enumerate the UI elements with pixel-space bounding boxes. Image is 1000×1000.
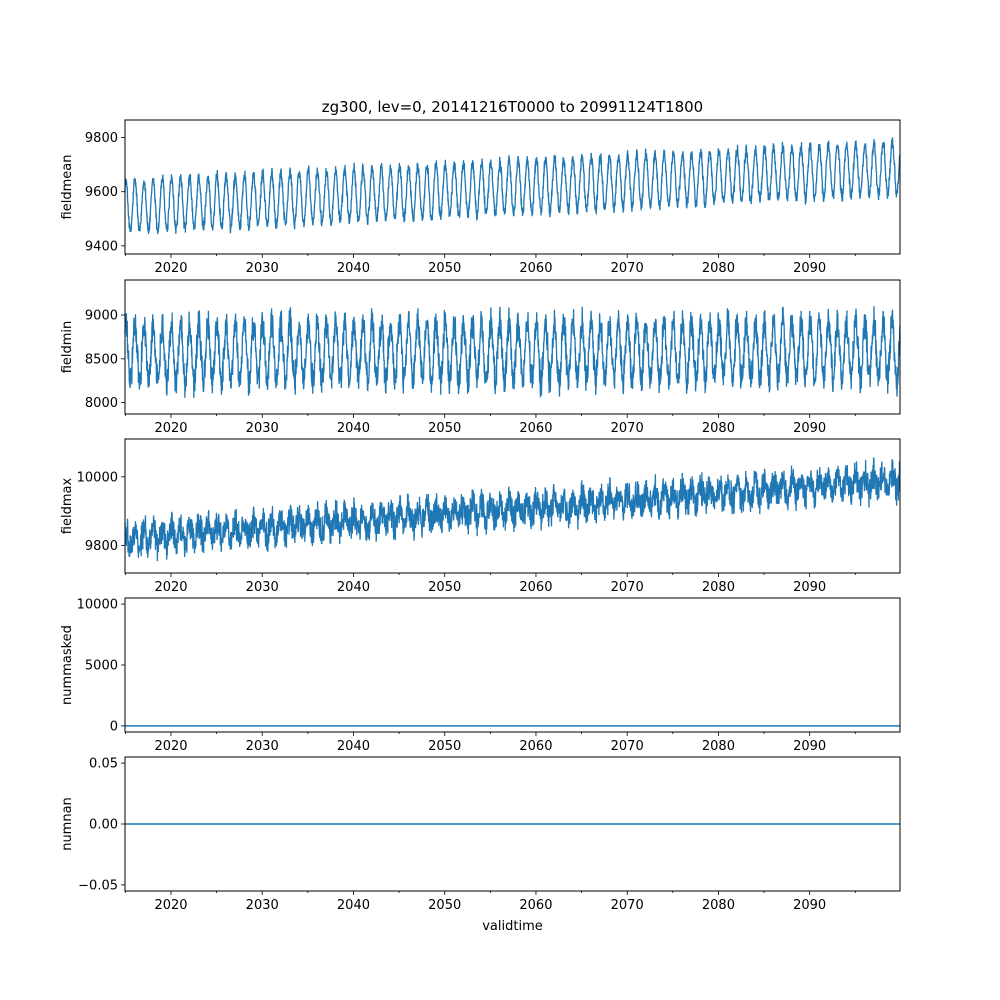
panel-fieldmax: 2020 2030 2040 2050 2060 2070 2080 2090 9800 1000… bbox=[60, 438, 901, 595]
axes-frame bbox=[124, 597, 901, 733]
x-tick-label: 2090 bbox=[793, 898, 826, 913]
x-tick-label: 2030 bbox=[246, 421, 279, 436]
x-tick-label: 2040 bbox=[337, 898, 370, 913]
series-line-fieldmin bbox=[124, 306, 901, 399]
x-tick-label: 2080 bbox=[702, 739, 735, 754]
x-tick-label: 2060 bbox=[519, 261, 552, 276]
y-tick-label: 9000 bbox=[85, 309, 118, 324]
x-tick-label: 2020 bbox=[154, 898, 187, 913]
axes-frame bbox=[124, 119, 901, 255]
x-tick-label: 2080 bbox=[702, 898, 735, 913]
y-tick-label: 9800 bbox=[85, 539, 118, 554]
y-axis-label: fieldmin bbox=[60, 321, 75, 374]
x-tick-label: 2060 bbox=[519, 421, 552, 436]
series-line-fieldmax bbox=[124, 457, 901, 562]
y-axis-label: fieldmax bbox=[60, 478, 75, 535]
panel-fieldmin: 2020 2030 2040 2050 2060 2070 2080 2090 8000 8500… bbox=[60, 279, 901, 436]
x-tick-label: 2020 bbox=[154, 421, 187, 436]
x-tick-label: 2020 bbox=[154, 261, 187, 276]
x-tick-label: 2060 bbox=[519, 898, 552, 913]
y-tick-label: −0.05 bbox=[78, 878, 118, 893]
axes-frame bbox=[124, 438, 901, 574]
x-tick-label: 2060 bbox=[519, 580, 552, 595]
x-tick-label: 2040 bbox=[337, 421, 370, 436]
y-axis-label: fieldmean bbox=[60, 155, 75, 220]
x-tick-label: 2050 bbox=[428, 739, 461, 754]
y-tick-label: 8500 bbox=[85, 352, 118, 367]
y-tick-label: 0.00 bbox=[89, 818, 118, 833]
panels: 2020 2030 2040 2050 2060 2070 2080 2090 9400 9600… bbox=[60, 119, 901, 913]
x-tick-label: 2030 bbox=[246, 898, 279, 913]
y-axis-label: nummasked bbox=[60, 625, 75, 705]
y-tick-label: 0 bbox=[110, 719, 118, 734]
y-tick-label: 10000 bbox=[77, 598, 118, 613]
y-tick-label: 0.05 bbox=[89, 757, 118, 772]
x-tick-label: 2090 bbox=[793, 421, 826, 436]
x-tick-label: 2020 bbox=[154, 739, 187, 754]
x-tick-label: 2070 bbox=[611, 898, 644, 913]
x-tick-label: 2030 bbox=[246, 580, 279, 595]
x-tick-label: 2050 bbox=[428, 421, 461, 436]
x-tick-label: 2080 bbox=[702, 580, 735, 595]
panel-numnan: 2020 2030 2040 2050 2060 2070 2080 2090 −0.05 0.0… bbox=[60, 756, 901, 913]
x-tick-label: 2020 bbox=[154, 580, 187, 595]
x-tick-label: 2040 bbox=[337, 580, 370, 595]
x-tick-label: 2040 bbox=[337, 261, 370, 276]
y-tick-label: 9600 bbox=[85, 185, 118, 200]
panel-fieldmean: 2020 2030 2040 2050 2060 2070 2080 2090 9400 9600… bbox=[60, 119, 901, 276]
x-axis-label: validtime bbox=[482, 919, 543, 934]
x-tick-label: 2030 bbox=[246, 261, 279, 276]
x-tick-label: 2070 bbox=[611, 261, 644, 276]
x-tick-label: 2080 bbox=[702, 421, 735, 436]
axes-frame bbox=[124, 279, 901, 415]
y-tick-label: 10000 bbox=[77, 470, 118, 485]
x-tick-label: 2090 bbox=[793, 739, 826, 754]
chart-title: zg300, lev=0, 20141216T0000 to 20991124T… bbox=[322, 98, 703, 116]
y-tick-label: 9400 bbox=[85, 239, 118, 254]
x-tick-label: 2070 bbox=[611, 421, 644, 436]
y-tick-label: 8000 bbox=[85, 396, 118, 411]
panel-nummasked: 2020 2030 2040 2050 2060 2070 2080 2090 0 5000 100… bbox=[60, 597, 901, 754]
x-tick-label: 2050 bbox=[428, 580, 461, 595]
x-tick-label: 2050 bbox=[428, 261, 461, 276]
x-tick-label: 2070 bbox=[611, 580, 644, 595]
x-tick-label: 2060 bbox=[519, 739, 552, 754]
y-tick-label: 5000 bbox=[85, 659, 118, 674]
y-tick-label: 9800 bbox=[85, 131, 118, 146]
x-tick-label: 2090 bbox=[793, 580, 826, 595]
x-tick-label: 2090 bbox=[793, 261, 826, 276]
x-tick-label: 2030 bbox=[246, 739, 279, 754]
x-tick-label: 2050 bbox=[428, 898, 461, 913]
x-tick-label: 2070 bbox=[611, 739, 644, 754]
y-axis-label: numnan bbox=[60, 797, 75, 851]
x-tick-label: 2040 bbox=[337, 739, 370, 754]
x-tick-label: 2080 bbox=[702, 261, 735, 276]
series-line-fieldmean bbox=[124, 137, 901, 235]
